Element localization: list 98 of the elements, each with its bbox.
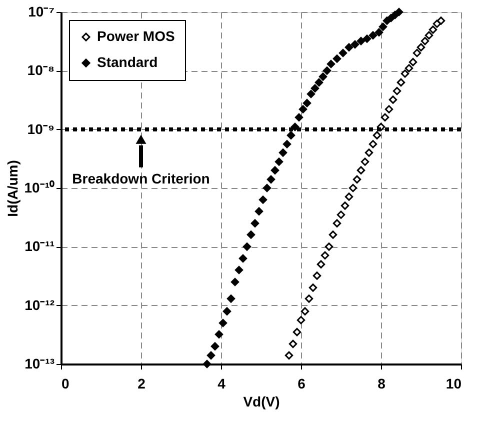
y-tick-label: 10⁻¹⁰ (24, 180, 54, 196)
point (322, 66, 332, 75)
point (332, 54, 342, 63)
point (344, 192, 354, 201)
point (388, 96, 398, 104)
point (290, 122, 300, 132)
point (372, 131, 382, 140)
point (286, 131, 296, 140)
point (302, 98, 312, 108)
point (336, 210, 346, 219)
x-tick-label: 8 (378, 376, 386, 392)
point (234, 266, 244, 274)
legend-label: Standard (97, 54, 158, 70)
point (226, 294, 236, 303)
point (364, 148, 374, 157)
point (344, 43, 354, 52)
point (424, 31, 434, 40)
point (310, 84, 320, 92)
ref-line-label: Breakdown Criterion (72, 170, 210, 186)
point (282, 140, 292, 148)
point (420, 36, 430, 46)
point (408, 58, 418, 66)
point (246, 230, 256, 239)
point (436, 16, 446, 25)
point (332, 219, 342, 228)
point (222, 307, 232, 316)
point (378, 22, 388, 31)
y-tick-label: 10⁻¹¹ (24, 238, 55, 254)
point (238, 254, 248, 263)
x-tick-label: 2 (138, 376, 146, 392)
point (288, 340, 298, 348)
point (206, 351, 216, 360)
point (230, 278, 240, 286)
point (320, 251, 330, 260)
point (270, 166, 280, 174)
point (314, 78, 324, 87)
point (394, 8, 404, 16)
point (300, 307, 310, 316)
point (338, 48, 348, 58)
point (298, 105, 308, 114)
point (266, 175, 276, 184)
point (356, 166, 366, 174)
point (316, 260, 326, 268)
point (362, 34, 372, 43)
point (202, 360, 212, 368)
point (306, 90, 316, 98)
point (350, 40, 360, 49)
point (318, 72, 328, 81)
point (416, 43, 426, 52)
y-tick-label: 10⁻⁸ (27, 62, 54, 78)
point (254, 207, 264, 216)
point (404, 64, 414, 72)
point (368, 31, 378, 40)
point (382, 16, 392, 25)
y-axis-title: Id(A/um) (4, 160, 20, 217)
point (308, 284, 318, 292)
point (250, 219, 260, 228)
point (392, 86, 402, 96)
point (294, 113, 304, 122)
point (328, 230, 338, 239)
point (274, 158, 284, 166)
point (352, 175, 362, 184)
y-tick-label: 10⁻¹³ (24, 356, 55, 372)
point (278, 148, 288, 157)
point (412, 48, 422, 58)
point (360, 158, 370, 166)
point (292, 328, 302, 336)
x-tick-label: 4 (218, 376, 226, 392)
y-tick-label: 10⁻⁷ (28, 4, 55, 20)
point (242, 242, 252, 251)
point (262, 184, 272, 192)
point (326, 60, 336, 68)
point (428, 26, 438, 34)
point (258, 196, 268, 204)
x-tick-label: 10 (446, 376, 462, 392)
point (400, 70, 410, 78)
point (324, 242, 334, 251)
point (368, 140, 378, 148)
point (218, 318, 228, 328)
point (384, 105, 394, 114)
point (312, 272, 322, 280)
point (396, 78, 406, 87)
x-axis-title: Vd(V) (243, 394, 280, 410)
point (348, 184, 358, 192)
point (374, 28, 384, 36)
point (214, 330, 224, 338)
point (340, 202, 350, 210)
y-tick-label: 10⁻⁹ (27, 120, 54, 137)
x-tick-label: 0 (62, 376, 70, 392)
point (210, 342, 220, 350)
x-tick-label: 6 (298, 376, 306, 392)
point (296, 316, 306, 324)
point (356, 36, 366, 46)
y-tick-label: 10⁻¹² (24, 296, 55, 313)
point (380, 113, 390, 122)
point (304, 294, 314, 303)
legend-label: Power MOS (97, 28, 175, 44)
point (284, 351, 294, 360)
